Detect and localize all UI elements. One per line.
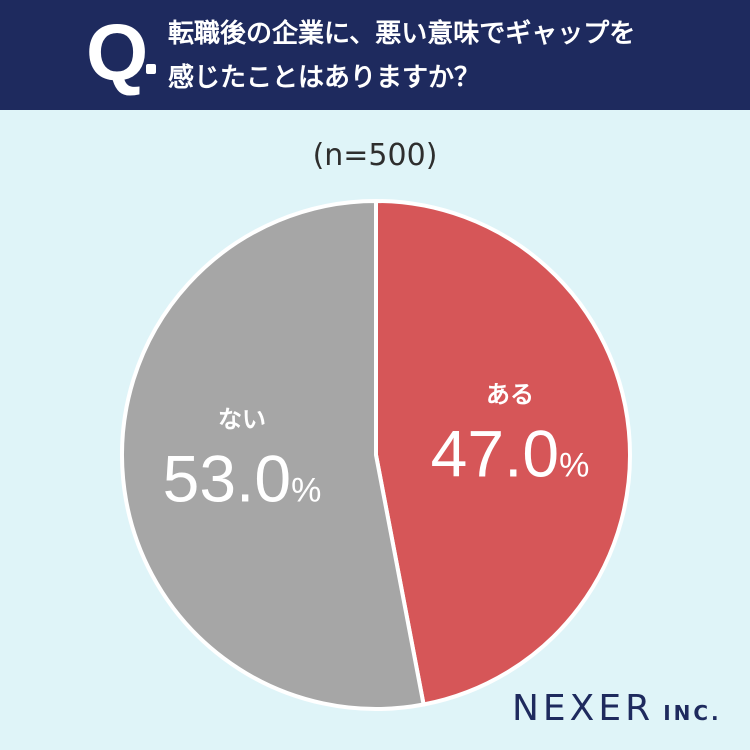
question-text: 転職後の企業に、悪い意味でギャップを 感じたことはありますか？: [168, 12, 728, 100]
q-dot: [146, 64, 156, 74]
question-header: Q 転職後の企業に、悪い意味でギャップを 感じたことはありますか？: [0, 0, 750, 110]
brand-suffix: INC.: [663, 701, 722, 725]
q-mark: Q: [86, 8, 149, 97]
brand-name: NEXER: [512, 688, 655, 729]
pie-slice-0: [374, 199, 632, 707]
slice-value-1: 53.0%: [163, 442, 322, 516]
question-line-2: 感じたことはありますか？: [168, 63, 481, 93]
question-line-1: 転職後の企業に、悪い意味でギャップを: [168, 19, 636, 49]
sample-size: (n=500): [312, 138, 438, 173]
slice-label-1: ない: [218, 406, 266, 434]
slice-label-0: ある: [486, 380, 534, 408]
slice-value-0: 47.0%: [431, 416, 590, 490]
brand-logo: NEXER INC.: [512, 688, 722, 729]
pie-slice-1: [120, 199, 426, 711]
